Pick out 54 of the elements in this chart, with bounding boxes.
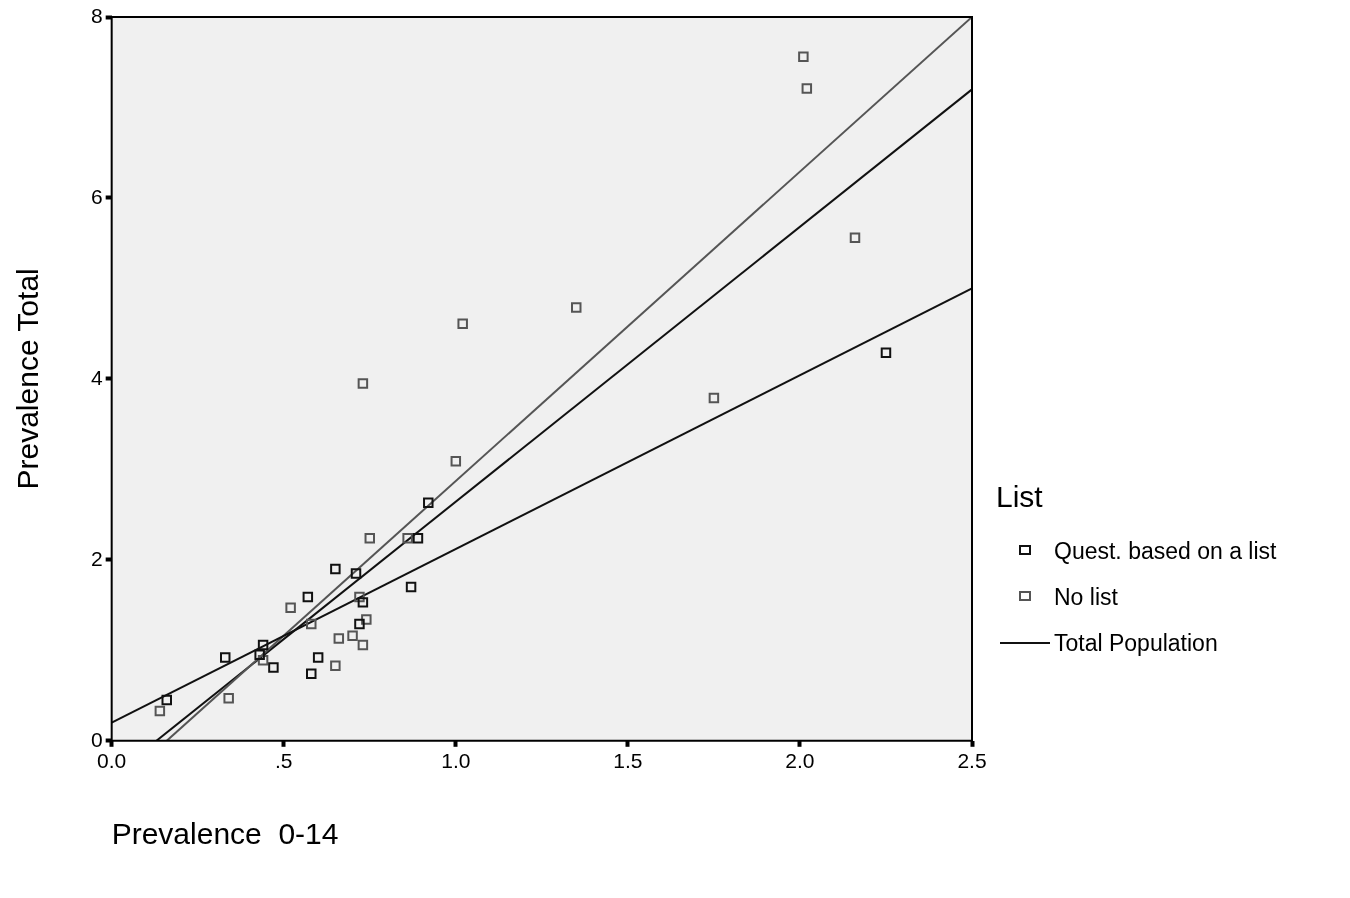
point: [402, 532, 413, 544]
point: [306, 618, 317, 630]
y-tick-label: 2: [90, 546, 103, 570]
point: [571, 302, 582, 313]
x-tick-label: 2.0: [785, 749, 815, 773]
point: [330, 563, 341, 575]
point: [220, 652, 231, 663]
point: [154, 705, 166, 717]
point: [350, 568, 362, 579]
point: [880, 347, 892, 358]
legend-title: List: [996, 480, 1044, 514]
point: [798, 51, 809, 63]
x-tick-label: 2.5: [957, 749, 987, 773]
point: [257, 655, 269, 666]
legend-label: Quest. based on a list: [1054, 537, 1278, 566]
y-axis-title: Prevalence Total: [11, 268, 45, 490]
x-tick-label: 1.5: [613, 749, 643, 773]
point: [357, 378, 369, 389]
y-tick-label: 8: [90, 3, 103, 27]
point: [330, 660, 341, 671]
legend-label: Total Population: [1054, 629, 1219, 658]
point: [361, 614, 372, 625]
point: [423, 497, 434, 509]
x-tick-label: .5: [274, 749, 293, 773]
point: [257, 639, 269, 651]
point: [801, 83, 813, 94]
point: [450, 455, 462, 467]
point: [357, 597, 369, 608]
point: [223, 693, 234, 704]
point: [285, 602, 296, 614]
point: [354, 591, 365, 603]
point: [161, 694, 172, 706]
point: [347, 630, 358, 642]
y-tick-label: 4: [90, 365, 103, 389]
point: [312, 652, 324, 663]
point: [457, 318, 468, 329]
legend-label: No list: [1054, 583, 1119, 612]
x-tick-label: 1.0: [441, 749, 471, 773]
point: [268, 662, 279, 673]
point: [302, 591, 314, 603]
point: [412, 532, 424, 544]
y-tick-label: 0: [90, 727, 103, 751]
point: [254, 649, 265, 661]
point: [364, 532, 376, 544]
point: [333, 633, 345, 644]
point: [708, 392, 720, 404]
point: [354, 618, 365, 630]
point: [849, 232, 861, 243]
x-tick-label: 0.0: [97, 749, 127, 773]
y-tick-label: 6: [90, 184, 103, 208]
point: [405, 581, 417, 593]
point: [306, 668, 317, 680]
point: [357, 639, 369, 651]
x-axis-title: Prevalence 0-14: [111, 817, 339, 851]
